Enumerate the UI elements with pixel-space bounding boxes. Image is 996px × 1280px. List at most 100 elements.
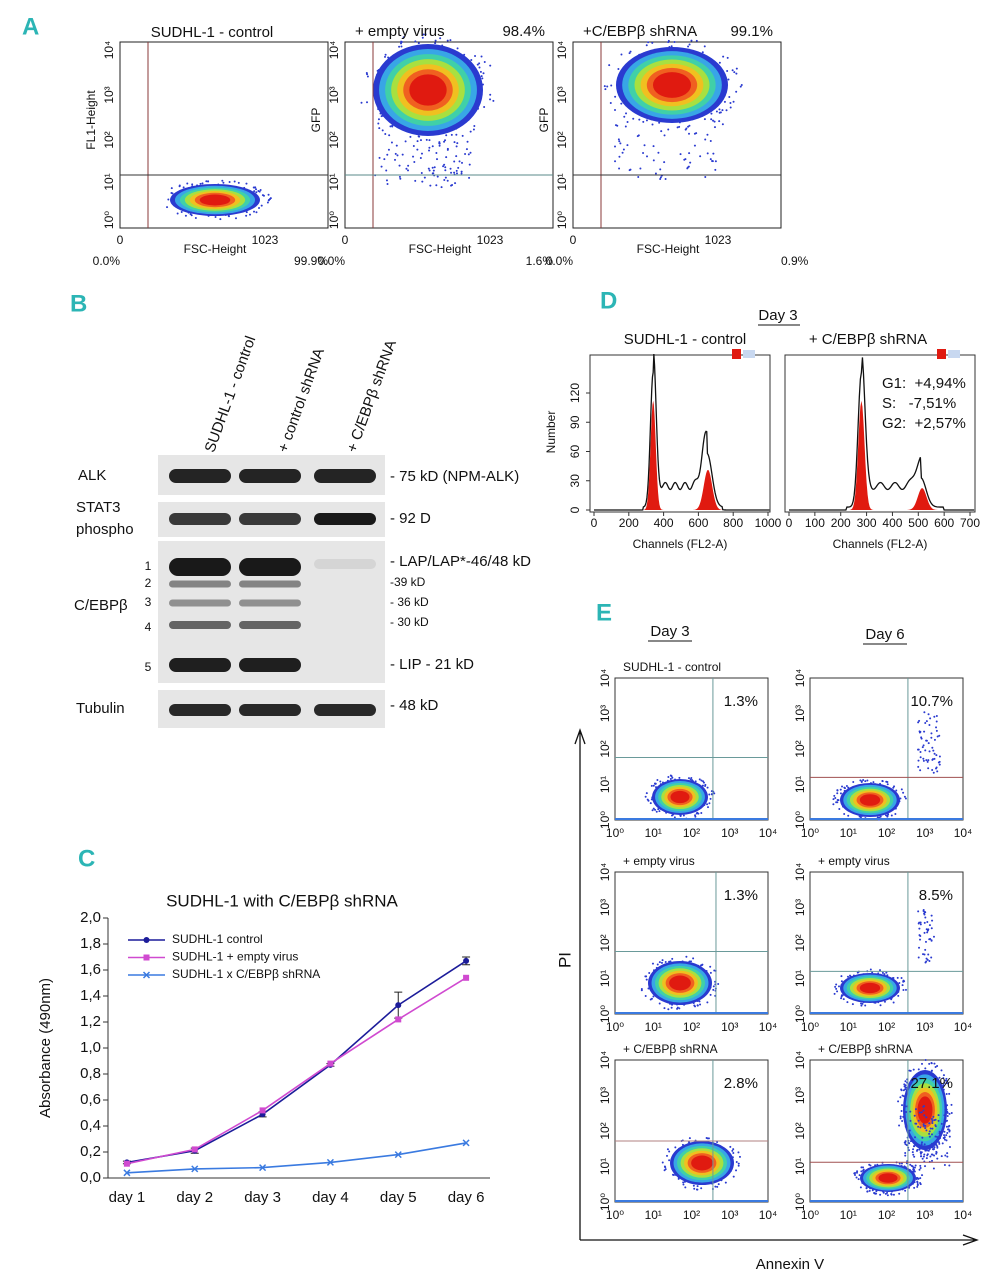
- event-dot: [237, 181, 240, 184]
- event-dot: [201, 182, 204, 185]
- event-dot: [453, 171, 456, 174]
- event-dot: [657, 151, 660, 154]
- event-dot: [942, 1077, 945, 1080]
- event-dot: [839, 792, 842, 795]
- event-dot: [834, 797, 837, 800]
- quadrant-percent: 27.1%: [910, 1075, 953, 1092]
- x-tick-label: 10⁴: [759, 826, 778, 840]
- event-dot: [450, 133, 453, 136]
- y-tick-label: 1,2: [80, 1013, 101, 1030]
- x-tick-label: 300: [857, 516, 877, 530]
- plot-title: + C/EBPβ shRNA: [818, 1042, 913, 1056]
- event-dot: [428, 169, 431, 172]
- event-dot: [934, 1143, 937, 1146]
- gate-percent: 0.0%: [318, 254, 346, 268]
- x-tick-label: day 3: [244, 1189, 281, 1206]
- event-dot: [902, 979, 905, 982]
- event-dot: [407, 169, 410, 172]
- event-dot: [606, 85, 609, 88]
- plot-title: + C/EBPβ shRNA: [809, 331, 927, 348]
- event-dot: [660, 130, 663, 133]
- x-tick-label: day 2: [176, 1189, 213, 1206]
- x-tick-label: 10³: [916, 1020, 933, 1034]
- y-tick-label: 10¹: [793, 1158, 807, 1175]
- event-dot: [712, 988, 715, 991]
- event-dot: [943, 1134, 946, 1137]
- event-dot: [456, 142, 459, 145]
- event-dot: [901, 1119, 904, 1122]
- event-dot: [737, 1164, 740, 1167]
- event-dot: [709, 971, 712, 974]
- event-dot: [919, 1152, 922, 1155]
- y-tick-label: 0: [568, 506, 582, 513]
- event-dot: [892, 1001, 895, 1004]
- event-dot: [465, 148, 468, 151]
- event-dot: [667, 775, 670, 778]
- event-dot: [932, 1167, 935, 1170]
- event-dot: [930, 1061, 933, 1064]
- event-dot: [852, 781, 855, 784]
- plot-frame: [119, 41, 329, 229]
- event-dot: [419, 139, 422, 142]
- event-dot: [700, 779, 703, 782]
- event-dot: [658, 810, 661, 813]
- event-dot: [626, 144, 629, 147]
- event-dot: [928, 1132, 931, 1135]
- event-dot: [446, 147, 449, 150]
- event-dot: [199, 182, 202, 185]
- event-dot: [921, 746, 924, 749]
- event-dot: [943, 1081, 946, 1084]
- event-dot: [693, 144, 696, 147]
- day-heading: Day 3: [758, 307, 797, 324]
- event-dot: [632, 117, 635, 120]
- event-dot: [925, 759, 928, 762]
- event-dot: [923, 921, 926, 924]
- y-tick-label: 10¹: [598, 970, 612, 987]
- quadrant-percent: 10.7%: [910, 693, 953, 710]
- size-marker: - 30 kD: [390, 615, 429, 629]
- event-dot: [933, 715, 936, 718]
- event-dot: [860, 781, 863, 784]
- plot-frame: [572, 41, 782, 229]
- band: [314, 513, 376, 525]
- event-dot: [692, 957, 695, 960]
- event-dot: [659, 780, 662, 783]
- event-dot: [478, 66, 481, 69]
- density: [917, 1096, 933, 1124]
- event-dot: [678, 776, 681, 779]
- event-dot: [893, 785, 896, 788]
- y-tick-label: 10¹: [555, 173, 569, 190]
- event-dot: [946, 1080, 949, 1083]
- event-dot: [644, 795, 647, 798]
- event-dot: [395, 144, 398, 147]
- y-tick-label: 10²: [598, 1122, 612, 1139]
- event-dot: [396, 154, 399, 157]
- event-dot: [378, 156, 381, 159]
- event-dot: [917, 1068, 920, 1071]
- event-dot: [414, 179, 417, 182]
- event-dot: [899, 1115, 902, 1118]
- event-dot: [902, 988, 905, 991]
- event-dot: [255, 188, 258, 191]
- x-tick-label: day 4: [312, 1189, 349, 1206]
- event-dot: [943, 1163, 946, 1166]
- event-dot: [228, 180, 231, 183]
- event-dot: [920, 1141, 923, 1144]
- gate-percent: 1.6%: [526, 254, 554, 268]
- event-dot: [386, 153, 389, 156]
- event-dot: [886, 815, 889, 818]
- event-dot: [885, 814, 888, 817]
- event-dot: [489, 93, 492, 96]
- y-tick-label: 1,8: [80, 935, 101, 952]
- point: [191, 1146, 198, 1153]
- event-dot: [444, 139, 447, 142]
- event-dot: [915, 1178, 918, 1181]
- event-dot: [925, 1149, 928, 1152]
- event-dot: [836, 789, 839, 792]
- event-dot: [722, 55, 725, 58]
- phase-change: S: -7,51%: [882, 395, 956, 412]
- axis-label: Number: [544, 411, 558, 454]
- x-tick-label: 10¹: [840, 826, 857, 840]
- event-dot: [924, 1149, 927, 1152]
- event-dot: [701, 51, 704, 54]
